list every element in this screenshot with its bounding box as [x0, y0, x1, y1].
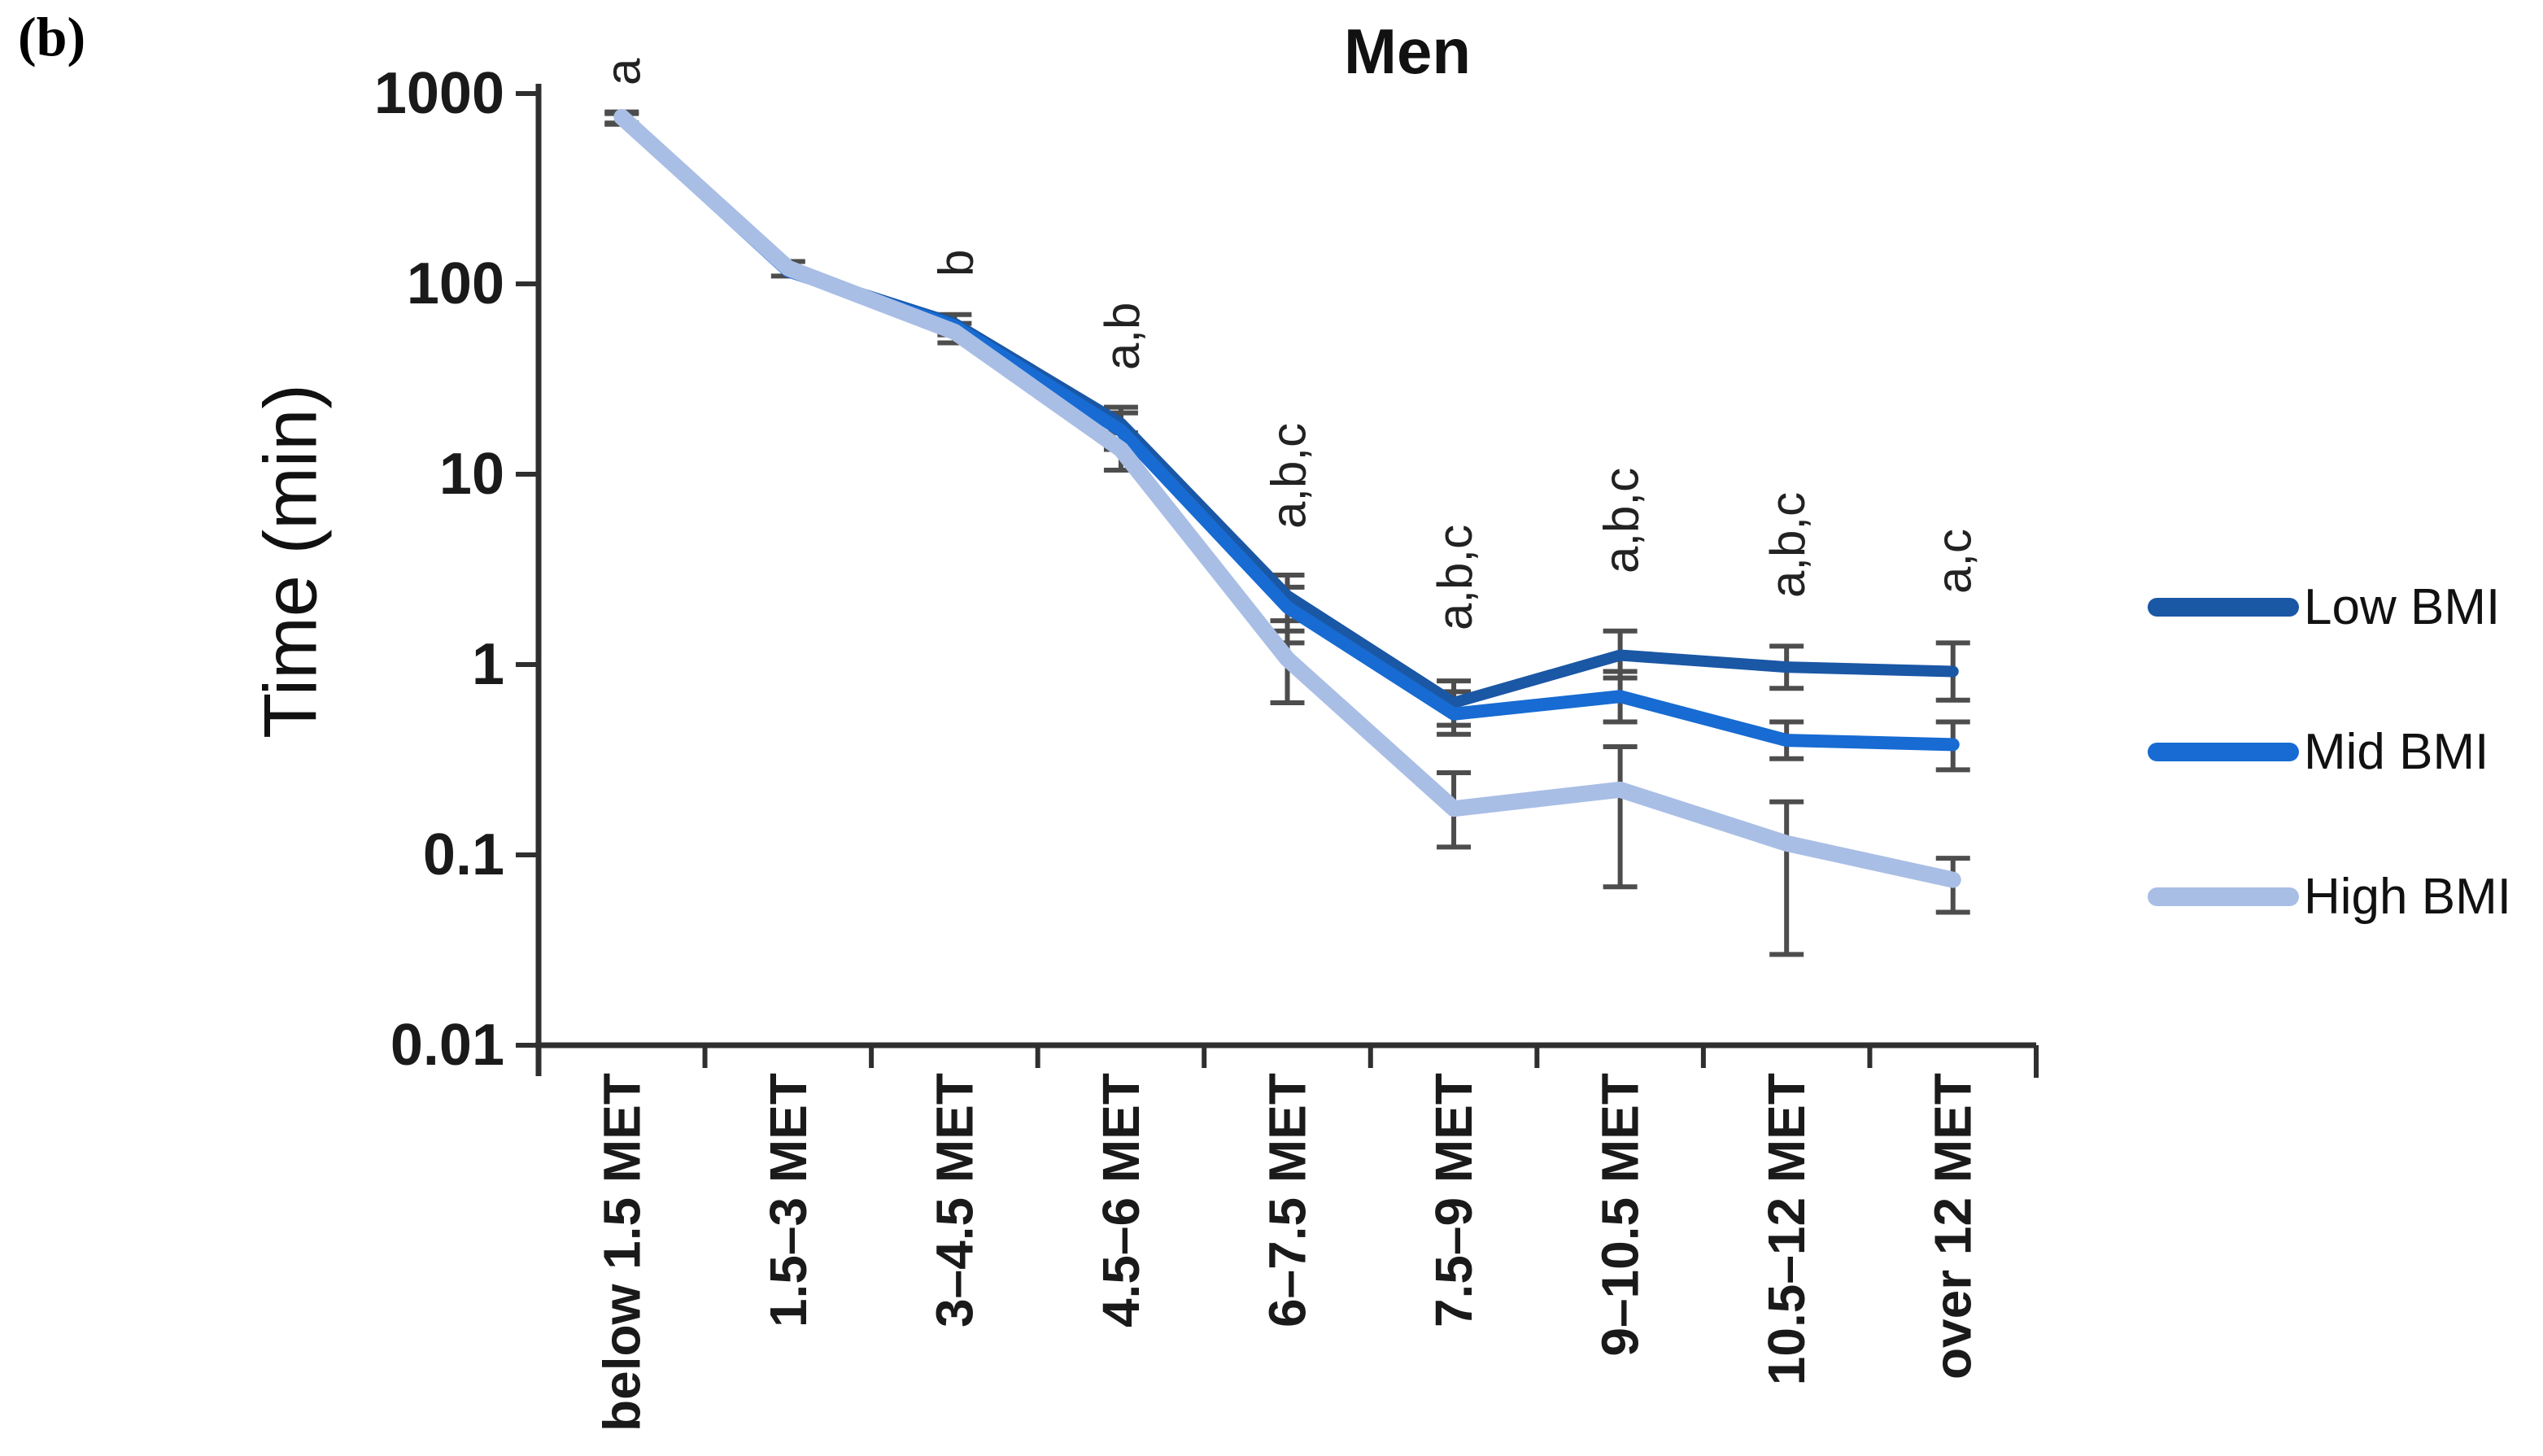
significance-label: a,c — [1927, 529, 1982, 594]
x-tick-label: below 1.5 MET — [592, 1073, 651, 1432]
y-tick-label: 1 — [472, 632, 504, 697]
significance-label: b — [928, 250, 983, 277]
significance-label: a — [595, 58, 650, 85]
y-tick-label: 0.01 — [390, 1013, 504, 1078]
legend-swatch-mid-bmi-line — [2148, 742, 2299, 761]
x-tick-label: 6–7.5 MET — [1258, 1073, 1317, 1327]
x-tick-label: 7.5–9 MET — [1424, 1073, 1483, 1327]
x-tick-label: 10.5–12 MET — [1757, 1073, 1816, 1385]
legend-label-mid-bmi: Mid BMI — [2304, 723, 2489, 780]
legend-swatch-high-bmi-line — [2148, 887, 2299, 906]
x-tick-label: 3–4.5 MET — [925, 1073, 984, 1327]
significance-label: a,b,c — [1760, 492, 1815, 598]
legend-item-mid-bmi: Mid BMI — [2148, 716, 2511, 787]
significance-label: a,b,c — [1594, 468, 1649, 573]
y-tick-label: 1000 — [374, 61, 504, 126]
x-tick-label: 4.5–6 MET — [1092, 1073, 1150, 1327]
significance-label: a,b — [1095, 303, 1149, 370]
legend-label-low-bmi: Low BMI — [2304, 578, 2501, 635]
legend: Low BMI Mid BMI High BMI — [2148, 571, 2511, 932]
legend-swatch-low-bmi-line — [2148, 597, 2299, 617]
significance-label: a,b,c — [1428, 525, 1482, 630]
panel-label: (b) — [18, 6, 86, 68]
y-tick-label: 10 — [439, 442, 504, 507]
x-tick-label: over 12 MET — [1924, 1073, 1982, 1380]
series-line-high-bmi — [613, 108, 1961, 888]
legend-item-high-bmi: High BMI — [2148, 861, 2511, 932]
chart-title: Men — [1344, 15, 1471, 87]
x-tick-label: 1.5–3 MET — [759, 1073, 818, 1327]
legend-item-low-bmi: Low BMI — [2148, 571, 2511, 643]
legend-label-high-bmi: High BMI — [2304, 868, 2511, 925]
x-tick-label: 9–10.5 MET — [1591, 1073, 1650, 1357]
y-tick-label: 100 — [407, 251, 504, 316]
significance-label: a,b,c — [1262, 423, 1316, 529]
y-tick-label: 0.1 — [423, 822, 504, 887]
